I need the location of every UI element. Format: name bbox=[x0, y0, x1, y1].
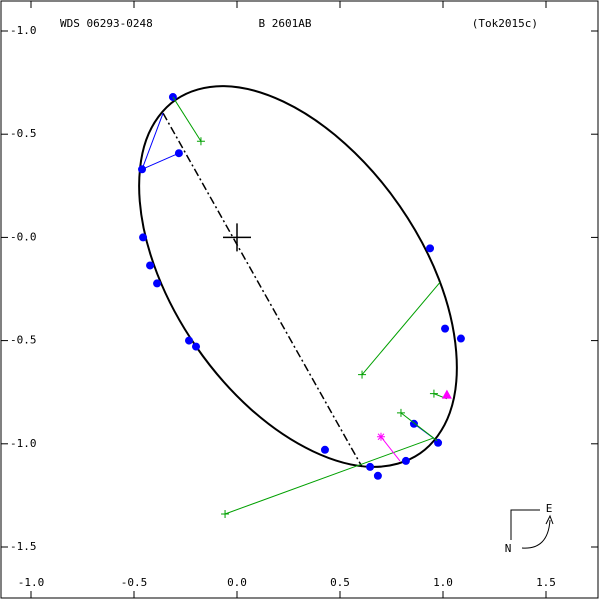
x-tick-label: -0.5 bbox=[121, 576, 148, 589]
residual-line bbox=[400, 412, 438, 442]
residual-line bbox=[141, 152, 180, 170]
observation-point bbox=[456, 334, 465, 343]
observation-point bbox=[373, 471, 382, 480]
title-right: (Tok2015c) bbox=[472, 17, 538, 30]
observation-plus bbox=[429, 389, 438, 398]
x-tick-label: -1.0 bbox=[18, 576, 45, 589]
observation-point bbox=[366, 462, 375, 471]
y-tick-label: -1.5 bbox=[10, 540, 37, 553]
y-tick-label: -0.5 bbox=[10, 127, 37, 140]
observation-plus bbox=[196, 137, 205, 146]
compass-north: N bbox=[505, 542, 512, 555]
y-tick-label: -0.0 bbox=[10, 230, 37, 243]
orbit-ellipse bbox=[138, 85, 458, 468]
observation-point bbox=[185, 336, 194, 345]
observation-point bbox=[441, 324, 450, 333]
observation-point bbox=[434, 438, 443, 447]
x-tick-label: 1.0 bbox=[433, 576, 453, 589]
observation-point bbox=[138, 165, 147, 174]
y-tick-label: -0.5 bbox=[10, 334, 37, 347]
residual-line bbox=[224, 437, 435, 515]
compass-arrow bbox=[521, 519, 551, 549]
line-of-nodes bbox=[162, 112, 363, 468]
observation-point bbox=[192, 342, 201, 351]
observation-point bbox=[146, 261, 155, 270]
observation-plus bbox=[358, 370, 367, 379]
residual-line bbox=[141, 112, 164, 170]
observation-star bbox=[376, 432, 385, 441]
compass-arrowhead bbox=[545, 514, 554, 525]
residual-line bbox=[380, 436, 401, 462]
x-tick-label: 0.0 bbox=[227, 576, 247, 589]
x-tick-label: 0.5 bbox=[330, 576, 350, 589]
y-tick-label: -1.0 bbox=[10, 437, 37, 450]
compass-east: E bbox=[546, 502, 553, 515]
observation-point bbox=[139, 233, 148, 242]
observation-triangle bbox=[441, 389, 452, 399]
observation-plus bbox=[396, 408, 405, 417]
title-left: WDS 06293-0248 bbox=[60, 17, 153, 30]
compass: E N bbox=[505, 502, 554, 555]
residual-line bbox=[172, 96, 202, 142]
x-tick-label: 1.5 bbox=[536, 576, 556, 589]
compass-arms bbox=[510, 509, 540, 540]
residual-line bbox=[361, 282, 441, 375]
observation-point bbox=[174, 149, 183, 158]
observation-plus bbox=[221, 509, 230, 518]
observation-point bbox=[153, 279, 162, 288]
y-tick-label: -1.0 bbox=[10, 24, 37, 37]
title-center: B 2601AB bbox=[259, 17, 312, 30]
observation-point bbox=[320, 445, 329, 454]
primary-star bbox=[223, 223, 251, 252]
observation-point bbox=[426, 244, 435, 253]
observation-point bbox=[401, 456, 410, 465]
